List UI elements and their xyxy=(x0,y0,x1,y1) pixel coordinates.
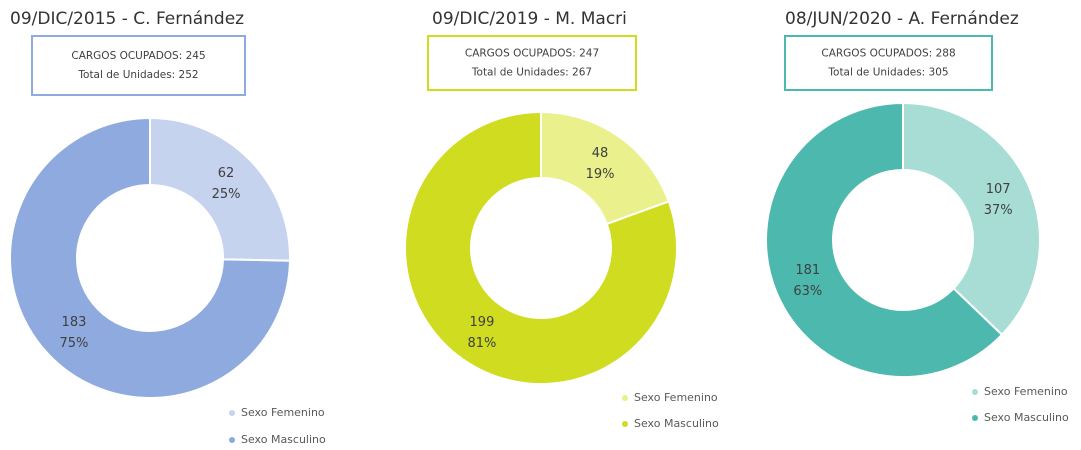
legend-swatch xyxy=(972,389,978,395)
value-label: 107 xyxy=(986,182,1011,197)
info-box xyxy=(427,35,637,91)
info-line: CARGOS OCUPADOS: 247 xyxy=(465,48,599,60)
value-label: 199 xyxy=(470,315,495,330)
value-label: 183 xyxy=(62,315,87,330)
chart-title: 09/DIC/2015 - C. Fernández xyxy=(10,9,244,29)
donut-slice xyxy=(765,101,1004,378)
info-line: Total de Unidades: 252 xyxy=(77,69,198,81)
value-label: 181 xyxy=(795,263,820,278)
chart-title: 09/DIC/2019 - M. Macri xyxy=(432,9,627,29)
info-box xyxy=(31,35,246,96)
chart-title: 08/JUN/2020 - A. Fernández xyxy=(785,9,1019,29)
legend-label: Sexo Masculino xyxy=(634,417,719,430)
donut-slice xyxy=(9,116,291,399)
legend-swatch xyxy=(622,395,628,401)
legend-label: Sexo Femenino xyxy=(634,391,718,404)
donut-slice xyxy=(404,110,678,385)
legend-label: Sexo Masculino xyxy=(984,411,1069,424)
legend-label: Sexo Masculino xyxy=(241,433,326,446)
percent-label: 63% xyxy=(793,284,822,299)
percent-label: 81% xyxy=(467,336,496,351)
legend-swatch xyxy=(229,437,235,443)
percent-label: 37% xyxy=(984,203,1013,218)
info-line: Total de Unidades: 267 xyxy=(471,67,592,79)
value-label: 48 xyxy=(592,146,609,161)
donut-slice xyxy=(149,116,291,262)
info-line: CARGOS OCUPADOS: 288 xyxy=(821,48,955,60)
percent-label: 75% xyxy=(60,336,89,351)
value-label: 62 xyxy=(218,166,235,181)
percent-label: 25% xyxy=(212,187,241,202)
donut-slice xyxy=(902,101,1041,337)
percent-label: 19% xyxy=(586,167,615,182)
donut-slice xyxy=(540,110,671,226)
legend-swatch xyxy=(229,410,235,416)
legend-swatch xyxy=(972,415,978,421)
legend-label: Sexo Femenino xyxy=(984,385,1068,398)
info-line: CARGOS OCUPADOS: 245 xyxy=(71,50,205,62)
info-line: Total de Unidades: 305 xyxy=(827,67,948,79)
legend-swatch xyxy=(622,421,628,427)
info-box xyxy=(784,35,993,91)
legend-label: Sexo Femenino xyxy=(241,406,325,419)
